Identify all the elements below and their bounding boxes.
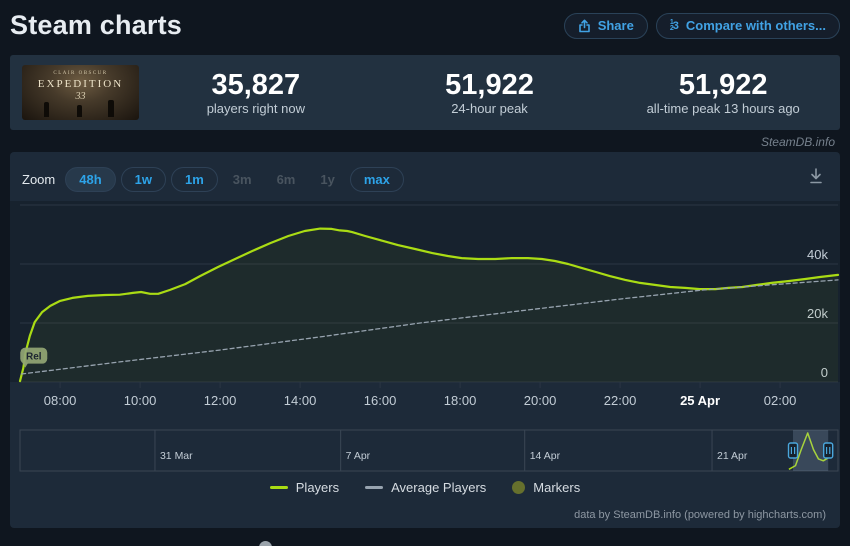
range-6m-button: 6m	[267, 167, 306, 192]
series-players	[18, 227, 840, 383]
series-area-fill	[20, 228, 838, 382]
legend-item-average-players[interactable]: Average Players	[365, 480, 486, 495]
x-axis-label: 25 Apr	[680, 393, 720, 408]
peak-24h-value: 51,922	[445, 68, 534, 101]
navigator-series	[788, 432, 829, 470]
x-axis-label: 12:00	[204, 393, 237, 408]
x-axis-label: 10:00	[124, 393, 157, 408]
navigator-outline	[19, 429, 839, 472]
svg-text:Rel: Rel	[26, 352, 42, 363]
capsule-art-figure	[77, 105, 82, 117]
players-now-value: 35,827	[211, 68, 301, 101]
x-axis-label: 18:00	[444, 393, 477, 408]
players-now-label: players right now	[206, 100, 305, 116]
navigator-selected-range[interactable]	[793, 430, 829, 471]
download-icon	[806, 168, 826, 189]
zoom-label: Zoom	[22, 172, 56, 187]
release-marker[interactable]: Rel	[20, 347, 48, 368]
capsule-title-main: EXPEDITION	[37, 78, 124, 90]
range-48h-button[interactable]: 48h	[65, 167, 116, 192]
stat-24h-peak: 51,922 24-hour peak	[373, 70, 607, 116]
stat-alltime-peak: 51,922 all-time peak 13 hours ago	[606, 70, 840, 116]
x-axis-label: 08:00	[44, 393, 77, 408]
stat-players-now: 35,827 players right now	[139, 70, 373, 116]
zoom-toolbar: Zoom 48h 1w 1m 3m 6m 1y max	[22, 167, 409, 192]
capsule-title-small: CLAIR OBSCUR	[53, 71, 108, 76]
range-1y-button: 1y	[310, 167, 344, 192]
range-max-button[interactable]: max	[349, 167, 404, 192]
page-title: Steam charts	[10, 10, 182, 40]
alltime-peak-label: all-time peak 13 hours ago	[646, 100, 800, 116]
navigator-date-label: 21 Apr	[717, 450, 748, 462]
navigator-date-label: 31 Mar	[160, 450, 193, 462]
navigator-date-label: 7 Apr	[346, 450, 371, 462]
player-chart[interactable]: 0 20k 40k 08:00 10:00 12:00 14:00 16:00 18:00 20:…	[10, 152, 840, 528]
x-axis-label: 16:00	[364, 393, 397, 408]
peak-24h-label: 24-hour peak	[451, 100, 528, 116]
chart-panel: Zoom 48h 1w 1m 3m 6m 1y max 0 20k 40k 08:00…	[10, 152, 840, 528]
capsule-art-figure	[108, 100, 114, 117]
x-axis-label: 14:00	[284, 393, 317, 408]
range-3m-button: 3m	[223, 167, 262, 192]
range-1m-button[interactable]: 1m	[170, 167, 218, 192]
alltime-peak-value: 51,922	[678, 68, 768, 101]
below-fold-element-peek	[259, 541, 272, 546]
plot-area[interactable]	[10, 201, 840, 382]
download-chart-button[interactable]	[806, 166, 826, 189]
steamdb-watermark: SteamDB.info	[760, 135, 835, 149]
share-button[interactable]: Share	[563, 12, 648, 39]
stats-panel: CLAIR OBSCUR EXPEDITION 33 35,827 player…	[10, 55, 840, 130]
game-capsule[interactable]: CLAIR OBSCUR EXPEDITION 33	[22, 65, 139, 120]
series-average-players	[20, 279, 839, 375]
x-axis-label: 22:00	[604, 393, 637, 408]
navigator-handle-right[interactable]	[822, 442, 834, 459]
legend-item-markers[interactable]: Markers	[512, 480, 580, 495]
markers-dot-swatch	[512, 481, 526, 494]
chart-legend: Players Average Players Markers	[10, 480, 840, 495]
navigator-date-label: 14 Apr	[530, 450, 561, 462]
x-axis-label: 02:00	[764, 393, 797, 408]
y-axis-label: 20k	[807, 306, 828, 321]
chart-credit: data by SteamDB.info (powered by highcha…	[574, 509, 826, 521]
legend-item-players[interactable]: Players	[269, 480, 339, 495]
x-axis-label: 20:00	[524, 393, 557, 408]
capsule-art-figure	[44, 102, 49, 117]
range-1w-button[interactable]: 1w	[120, 167, 166, 192]
navigator-handle-left[interactable]	[787, 442, 799, 459]
capsule-title-number: 33	[75, 91, 86, 102]
y-axis-label: 0	[821, 365, 828, 380]
average-players-line-swatch	[365, 486, 384, 489]
share-icon	[578, 19, 591, 33]
y-axis-label: 40k	[807, 247, 828, 262]
players-line-swatch	[269, 486, 288, 489]
